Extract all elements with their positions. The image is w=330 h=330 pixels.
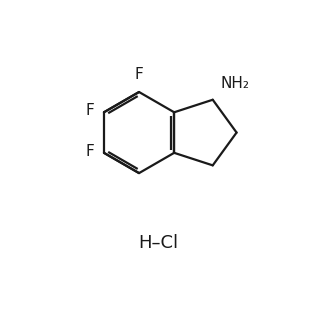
Text: F: F	[85, 103, 94, 118]
Text: H–Cl: H–Cl	[139, 234, 179, 252]
Text: NH₂: NH₂	[221, 76, 250, 91]
Text: F: F	[85, 144, 94, 159]
Text: F: F	[135, 67, 144, 82]
